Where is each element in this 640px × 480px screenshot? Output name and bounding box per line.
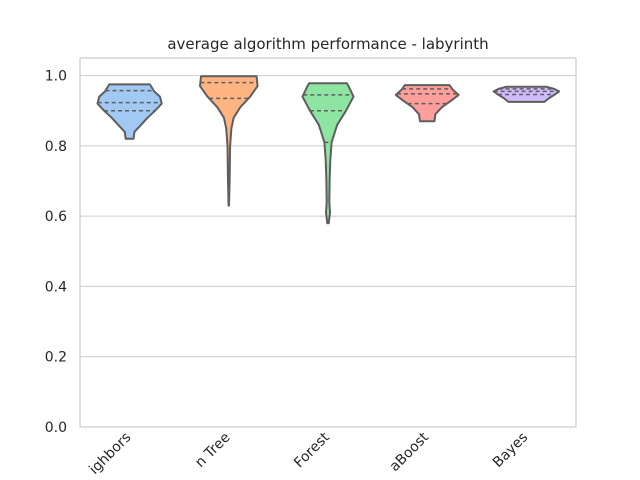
x-axis: ighbors n Tree Forest aBoost Bayes: [86, 429, 531, 478]
y-tick-label: 0.6: [45, 209, 67, 225]
chart-title: average algorithm performance - labyrint…: [167, 35, 488, 53]
violins: [96, 75, 561, 225]
violin-shape: [301, 82, 355, 225]
x-tick-label: Bayes: [490, 430, 531, 471]
x-tick-label: aBoost: [387, 429, 433, 475]
y-tick-label: 1.0: [45, 69, 67, 85]
x-tick-label: n Tree: [192, 430, 233, 471]
violin-shape: [394, 84, 460, 123]
violin-shape: [199, 75, 259, 207]
plot-frame: [79, 57, 577, 428]
y-axis: 0.0 0.2 0.4 0.6 0.8 1.0: [45, 69, 67, 436]
x-tick-label: ighbors: [86, 430, 134, 478]
y-tick-label: 0.0: [45, 420, 67, 436]
x-tick-label: Forest: [291, 429, 333, 471]
y-tick-label: 0.4: [45, 279, 67, 295]
violin-shape: [96, 83, 163, 140]
y-tick-label: 0.8: [45, 139, 67, 155]
y-tick-label: 0.2: [45, 350, 67, 366]
